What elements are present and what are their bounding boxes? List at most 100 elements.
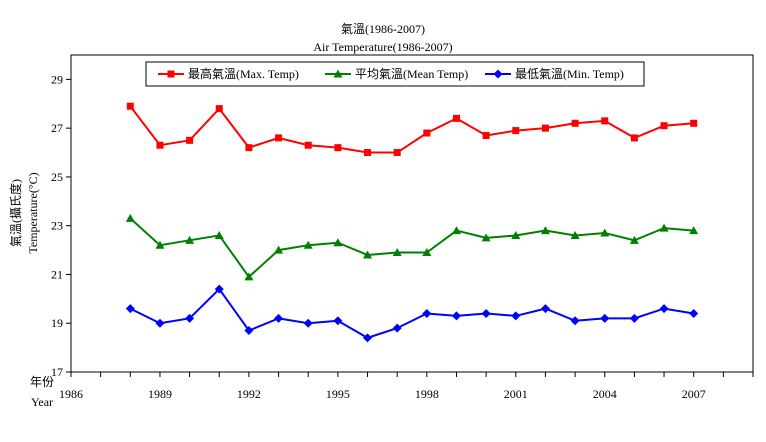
data-point — [304, 141, 312, 149]
y-tick-label: 23 — [51, 219, 63, 233]
data-point — [126, 102, 134, 110]
data-point — [244, 272, 254, 281]
series-layer — [125, 102, 699, 343]
data-point — [185, 313, 195, 323]
data-point — [659, 223, 669, 232]
data-point — [690, 119, 698, 127]
chart-title: 氣溫(1986-2007) — [341, 22, 425, 36]
chart-subtitle: Air Temperature(1986-2007) — [313, 40, 452, 54]
series-line — [129, 217, 694, 279]
data-point — [364, 149, 372, 157]
data-point — [393, 149, 401, 157]
data-point — [601, 117, 609, 125]
data-point — [540, 226, 550, 235]
data-point — [214, 284, 224, 294]
data-point — [541, 124, 549, 132]
series-line — [129, 105, 694, 154]
data-point — [125, 213, 135, 222]
data-point — [422, 248, 432, 257]
data-point — [511, 311, 521, 321]
data-point — [481, 233, 491, 242]
data-point — [511, 230, 521, 239]
y-tick-label: 19 — [51, 316, 63, 330]
data-point — [245, 144, 253, 152]
y-tick-label: 29 — [51, 72, 63, 86]
series-line — [129, 287, 694, 339]
series-1 — [125, 213, 699, 281]
data-point — [600, 228, 610, 237]
data-point — [303, 240, 313, 249]
legend-label: 最低氣溫(Min. Temp) — [515, 67, 624, 81]
legend-item-1: 平均氣溫(Mean Temp) — [325, 67, 468, 81]
y-axis: 17 19 21 23 25 27 29 — [51, 72, 71, 379]
data-point — [629, 313, 639, 323]
data-point — [600, 313, 610, 323]
data-point — [334, 144, 342, 152]
legend-box — [145, 61, 645, 87]
data-point — [451, 226, 461, 235]
legend-marker — [167, 70, 175, 78]
x-axis-label-en: Year — [31, 395, 53, 409]
data-point — [214, 230, 224, 239]
x-tick-label: 1989 — [148, 387, 172, 401]
y-axis-label-zh: 氣溫(攝氏度) — [8, 179, 23, 247]
data-point — [392, 248, 402, 257]
data-point — [333, 238, 343, 247]
y-tick-label: 25 — [51, 170, 63, 184]
data-point — [274, 313, 284, 323]
x-tick-label: 2001 — [504, 387, 528, 401]
data-point — [570, 230, 580, 239]
legend-item-0: 最高氣溫(Max. Temp) — [158, 66, 299, 81]
data-point — [155, 318, 165, 328]
x-tick-label: 1995 — [326, 387, 350, 401]
legend-marker — [493, 69, 503, 79]
data-point — [244, 326, 254, 336]
x-tick-label: 2004 — [593, 387, 617, 401]
y-tick-label: 17 — [51, 365, 63, 379]
legend-label: 平均氣溫(Mean Temp) — [355, 67, 468, 81]
data-point — [570, 316, 580, 326]
x-tick-label: 1992 — [237, 387, 261, 401]
x-axis-label-zh: 年份 — [30, 375, 54, 389]
data-point — [274, 245, 284, 254]
x-tick-label: 2007 — [682, 387, 706, 401]
legend-item-2: 最低氣溫(Min. Temp) — [485, 67, 624, 81]
data-point — [392, 323, 402, 333]
data-point — [275, 134, 283, 142]
data-point — [186, 136, 194, 144]
data-point — [155, 240, 165, 249]
data-point — [689, 308, 699, 318]
plot-area — [70, 54, 754, 373]
data-point — [185, 235, 195, 244]
data-point — [689, 226, 699, 235]
data-point — [363, 333, 373, 343]
y-tick-label: 21 — [51, 267, 63, 281]
data-point — [659, 304, 669, 314]
data-point — [512, 127, 520, 135]
data-point — [333, 316, 343, 326]
data-point — [422, 308, 432, 318]
x-axis: 1986 1989 1992 1995 1998 2001 2004 2007 — [59, 372, 754, 401]
series-0 — [126, 102, 698, 157]
legend-marker — [333, 69, 343, 78]
data-point — [423, 129, 431, 137]
data-point — [156, 141, 164, 149]
series-2 — [125, 284, 699, 343]
data-point — [215, 105, 223, 113]
y-tick-label: 27 — [51, 121, 63, 135]
data-point — [363, 250, 373, 259]
data-point — [540, 304, 550, 314]
data-point — [571, 119, 579, 127]
data-point — [660, 122, 668, 130]
data-point — [630, 134, 638, 142]
x-tick-label: 1998 — [415, 387, 439, 401]
legend: 最高氣溫(Max. Temp) 平均氣溫(Mean Temp) 最低氣溫(Min. … — [145, 61, 645, 87]
data-point — [481, 308, 491, 318]
x-tick-label: 1986 — [59, 387, 83, 401]
data-point — [125, 304, 135, 314]
data-point — [451, 311, 461, 321]
y-axis-label-en: Temperature(°C) — [26, 172, 40, 253]
legend-label: 最高氣溫(Max. Temp) — [188, 66, 299, 81]
data-point — [482, 131, 490, 139]
